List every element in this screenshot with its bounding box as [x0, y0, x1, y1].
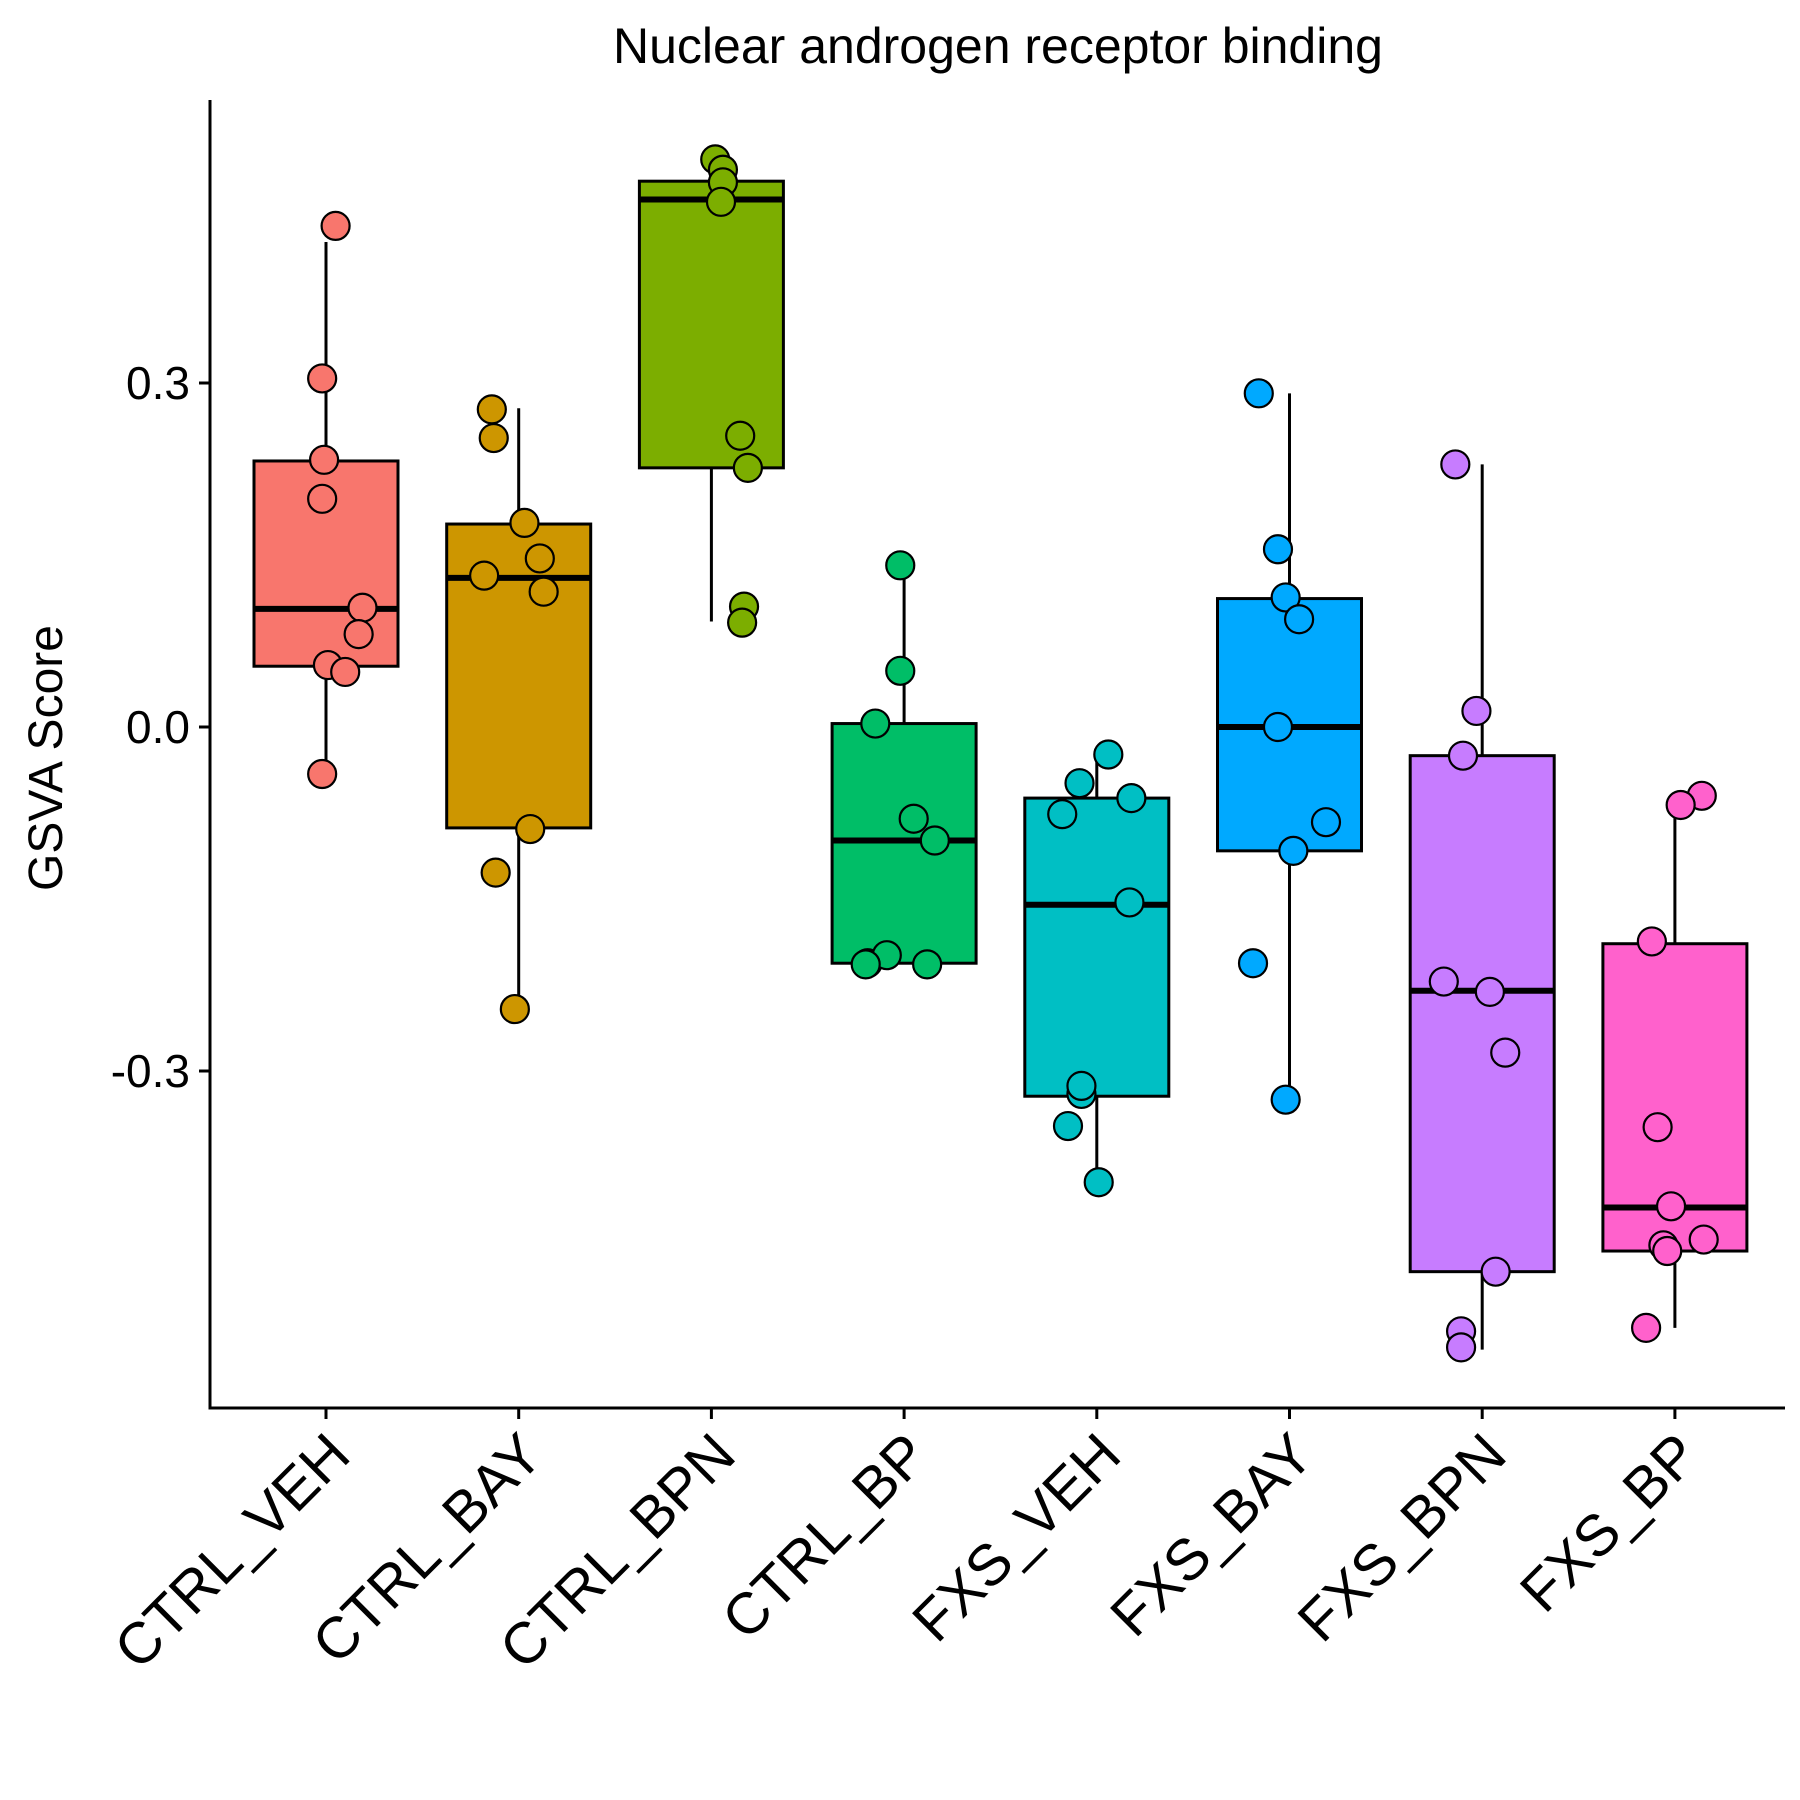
x-tick-label: CTRL_BP: [710, 1421, 941, 1652]
box-group: [1023, 739, 1171, 1198]
x-tick-label: FXS_BP: [1508, 1421, 1711, 1624]
data-point: [732, 452, 763, 483]
data-point: [343, 619, 374, 650]
data-point: [1052, 1110, 1084, 1142]
data-point: [898, 803, 929, 834]
data-point: [885, 550, 916, 581]
data-point: [1490, 1037, 1521, 1068]
data-point: [727, 607, 758, 638]
data-point: [1445, 1332, 1477, 1363]
box: [1408, 754, 1556, 1274]
data-point: [1262, 534, 1294, 565]
data-point: [308, 444, 340, 475]
y-tick-label: 0.0: [126, 701, 190, 753]
data-point: [1461, 695, 1492, 727]
y-axis-title: GSVA Score: [20, 625, 73, 891]
data-point: [478, 422, 509, 454]
x-tick-label: FXS_BPN: [1286, 1421, 1519, 1654]
data-point: [1083, 1167, 1114, 1198]
data-point: [1652, 1235, 1683, 1267]
data-point: [725, 420, 756, 451]
data-point: [1114, 887, 1145, 918]
data-point: [860, 708, 891, 739]
data-point: [1243, 378, 1274, 409]
data-point: [347, 592, 378, 623]
data-point: [528, 576, 559, 607]
data-point: [1630, 1312, 1662, 1343]
data-point: [1688, 1224, 1719, 1255]
data-point: [307, 758, 338, 790]
data-point: [1636, 926, 1667, 957]
chart-title: Nuclear androgen receptor binding: [613, 18, 1383, 74]
data-point: [1447, 740, 1479, 771]
box-group: [1601, 780, 1749, 1343]
data-point: [1440, 449, 1471, 480]
plot-area: [252, 144, 1749, 1363]
data-point: [480, 857, 511, 888]
data-point: [330, 656, 361, 688]
data-point: [1283, 604, 1315, 635]
data-point: [912, 949, 943, 980]
y-tick-label: -0.3: [111, 1045, 190, 1097]
data-point: [1270, 1084, 1301, 1115]
data-point: [1116, 782, 1147, 814]
data-point: [1093, 739, 1124, 770]
box: [445, 522, 593, 830]
box-group: [1408, 449, 1556, 1363]
data-point: [509, 507, 540, 538]
box: [1023, 796, 1171, 1098]
y-tick-label: 0.3: [126, 357, 190, 409]
data-point: [515, 813, 546, 845]
data-point: [320, 210, 351, 242]
data-point: [1237, 948, 1269, 979]
data-point: [1428, 966, 1459, 997]
data-point: [1480, 1256, 1511, 1287]
data-point: [705, 186, 737, 217]
data-point: [307, 363, 338, 394]
data-point: [1474, 976, 1505, 1007]
data-point: [1655, 1191, 1687, 1222]
box: [637, 179, 785, 470]
box-group: [1216, 378, 1363, 1115]
box-group: [252, 210, 400, 790]
data-point: [1278, 835, 1309, 866]
data-point: [524, 543, 555, 574]
data-point: [850, 949, 881, 980]
data-point: [885, 655, 916, 686]
data-point: [499, 993, 530, 1025]
data-point: [1665, 789, 1696, 821]
data-point: [476, 394, 507, 425]
data-point: [1262, 711, 1294, 743]
data-point: [1642, 1112, 1673, 1143]
box-group: [637, 144, 785, 638]
data-point: [1047, 799, 1078, 830]
data-point: [307, 483, 338, 514]
data-point: [1064, 768, 1095, 799]
box-group: [830, 550, 978, 980]
box-group: [445, 394, 593, 1025]
data-point: [1270, 582, 1301, 613]
data-point: [1066, 1070, 1097, 1102]
data-point: [469, 560, 500, 591]
data-point: [919, 825, 950, 856]
data-point: [1310, 807, 1342, 838]
x-tick-label: FXS_VEH: [900, 1421, 1133, 1654]
